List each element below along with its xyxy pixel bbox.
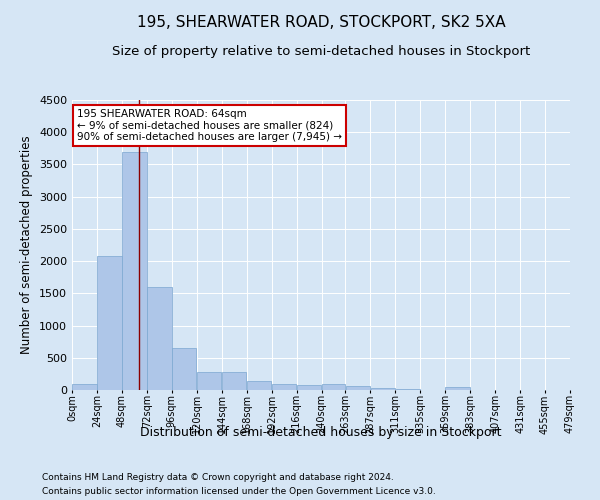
Bar [72,384,97,390]
Text: Distribution of semi-detached houses by size in Stockport: Distribution of semi-detached houses by … [140,426,502,439]
Bar [122,152,146,390]
Bar [147,287,172,390]
Bar [445,387,470,390]
Bar [172,348,196,390]
Y-axis label: Number of semi-detached properties: Number of semi-detached properties [20,136,34,354]
Bar [247,381,271,390]
Text: Contains public sector information licensed under the Open Government Licence v3: Contains public sector information licen… [42,488,436,496]
Bar [97,256,122,390]
Text: Size of property relative to semi-detached houses in Stockport: Size of property relative to semi-detach… [112,45,530,58]
Bar [222,372,247,390]
Bar [297,385,321,390]
Bar [371,388,395,390]
Bar [346,386,370,390]
Text: 195 SHEARWATER ROAD: 64sqm
← 9% of semi-detached houses are smaller (824)
90% of: 195 SHEARWATER ROAD: 64sqm ← 9% of semi-… [77,108,342,142]
Bar [322,384,345,390]
Text: Contains HM Land Registry data © Crown copyright and database right 2024.: Contains HM Land Registry data © Crown c… [42,472,394,482]
Bar [272,384,296,390]
Bar [197,372,221,390]
Text: 195, SHEARWATER ROAD, STOCKPORT, SK2 5XA: 195, SHEARWATER ROAD, STOCKPORT, SK2 5XA [137,15,505,30]
